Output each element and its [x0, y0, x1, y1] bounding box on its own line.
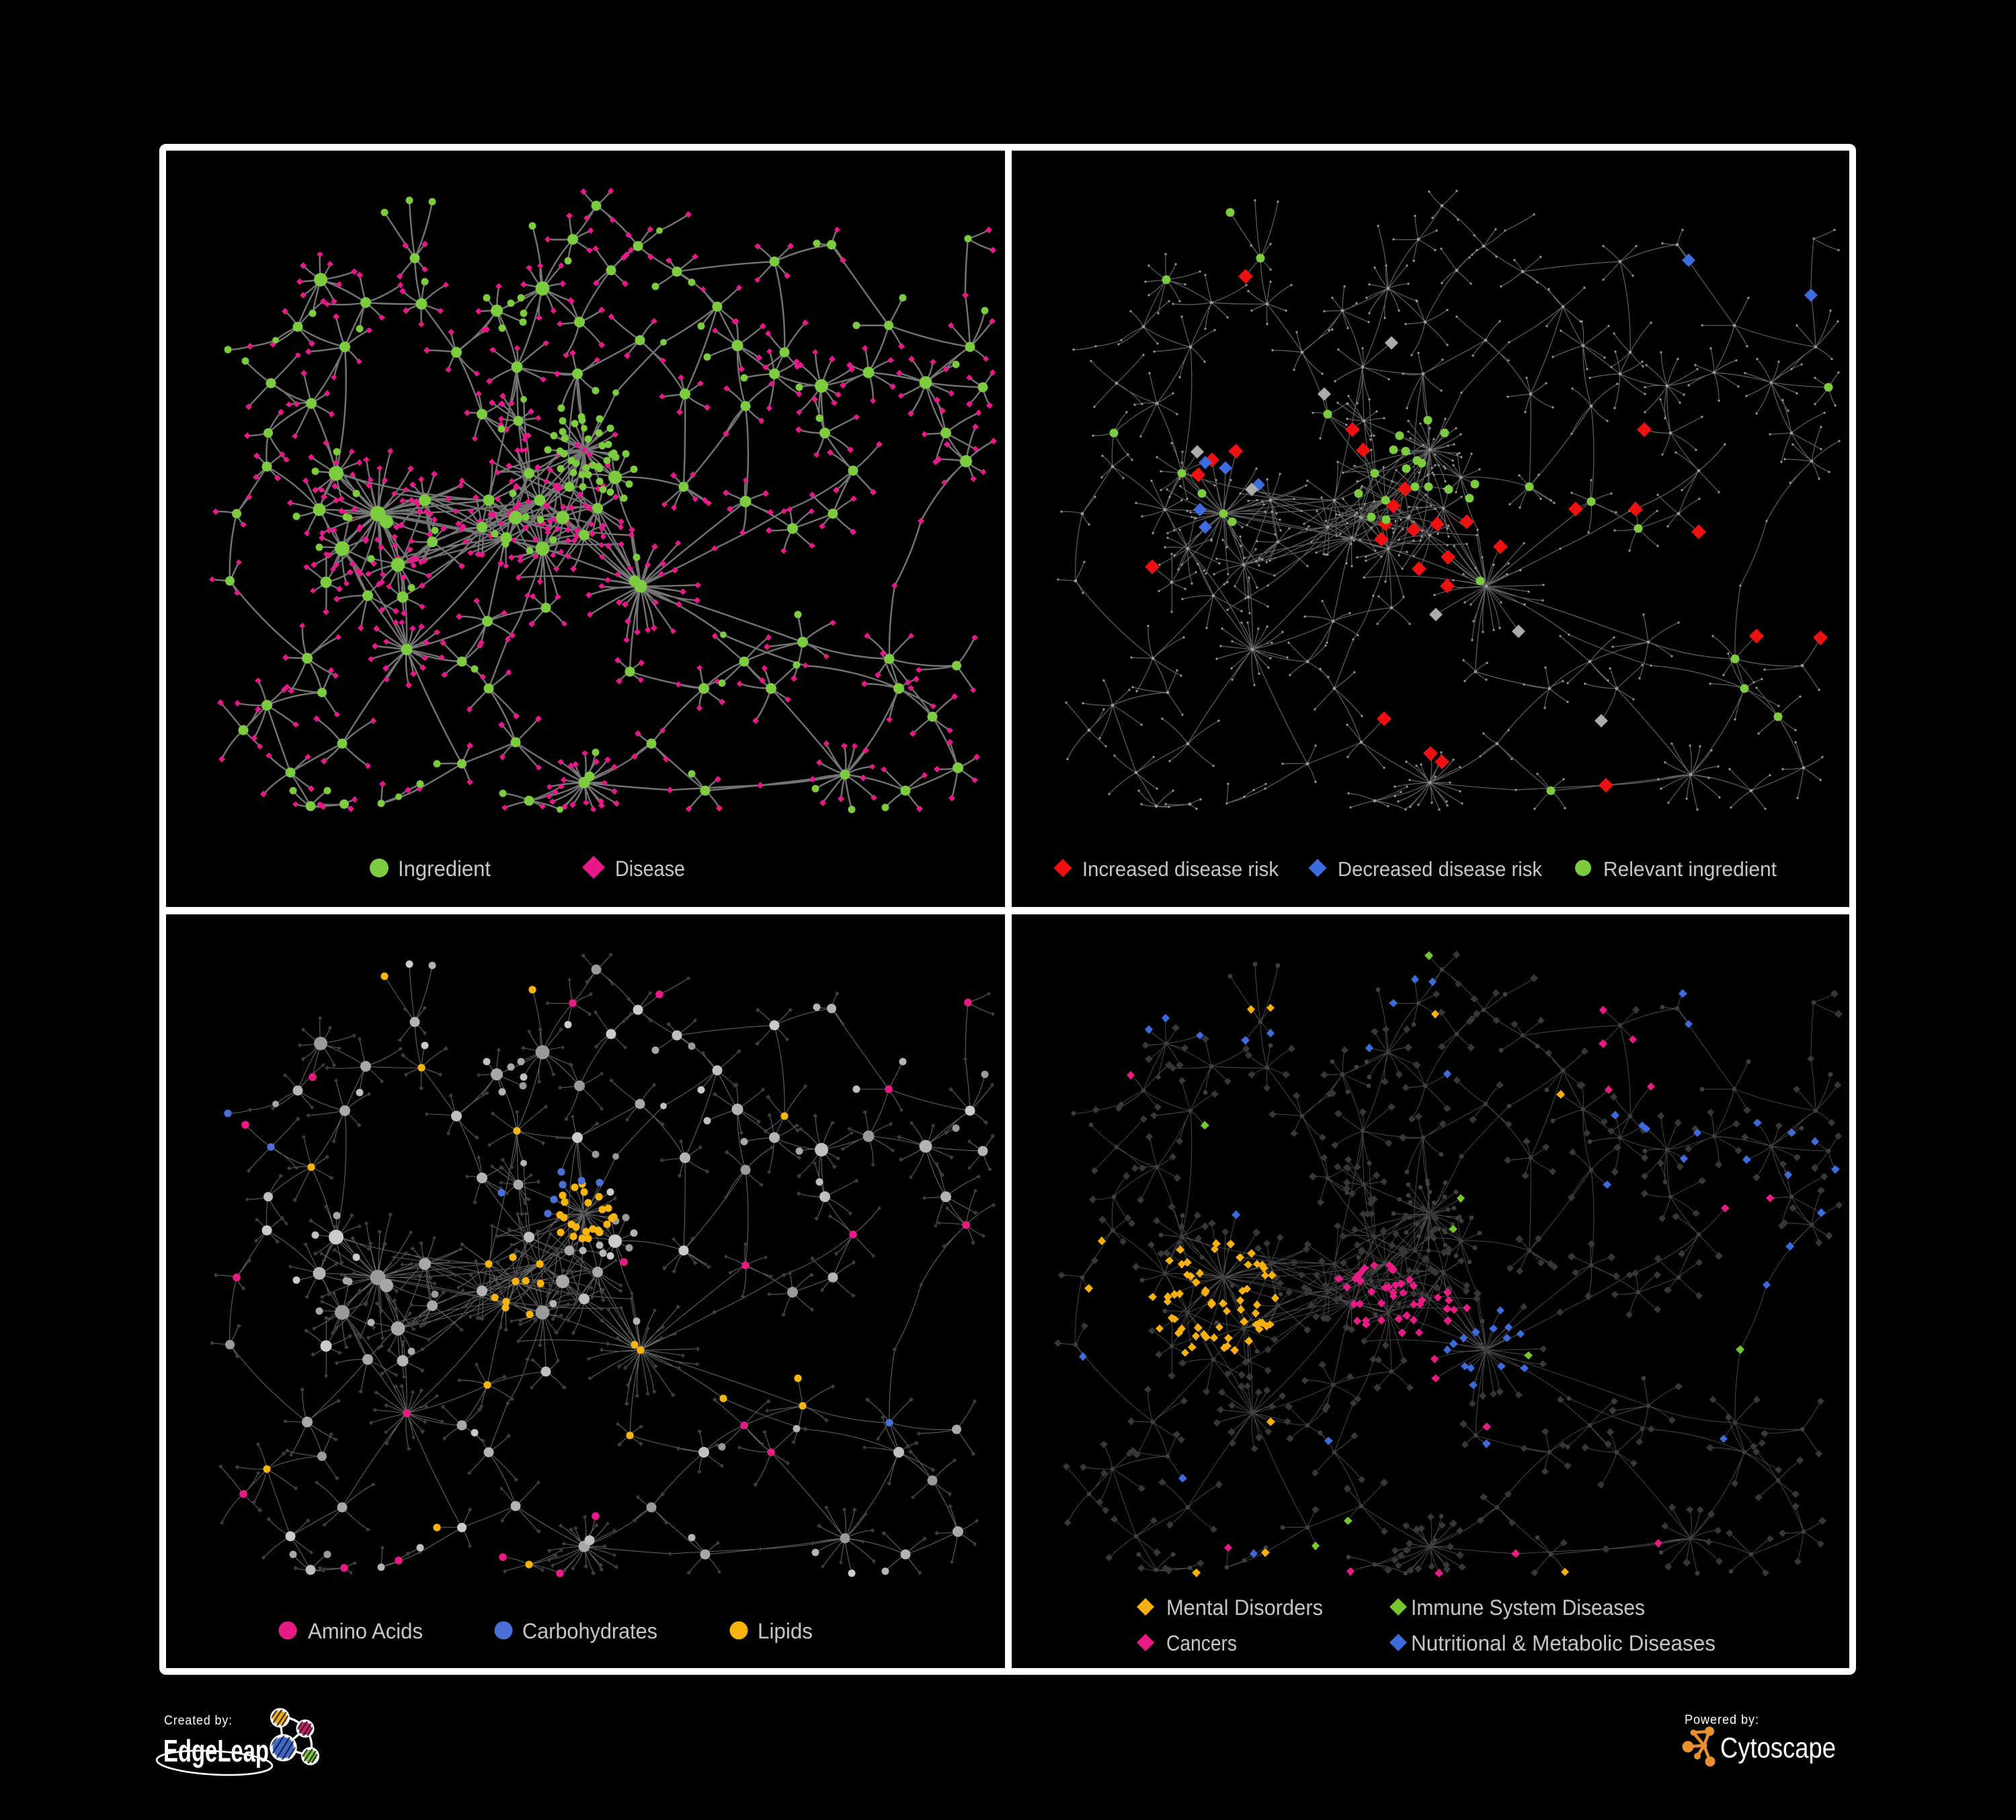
svg-text:Disease: Disease	[615, 857, 685, 881]
svg-text:EdgeLeap: EdgeLeap	[163, 1733, 269, 1768]
svg-text:Decreased disease risk: Decreased disease risk	[1338, 857, 1542, 881]
svg-text:Increased disease risk: Increased disease risk	[1082, 857, 1279, 881]
svg-text:Amino Acids: Amino Acids	[308, 1619, 423, 1643]
svg-text:Immune System Diseases: Immune System Diseases	[1411, 1595, 1645, 1620]
svg-text:Ingredient: Ingredient	[398, 857, 491, 881]
svg-text:Mental Disorders: Mental Disorders	[1166, 1595, 1323, 1620]
svg-text:Nutritional & Metabolic Diseas: Nutritional & Metabolic Diseases	[1411, 1631, 1716, 1655]
svg-text:Cancers: Cancers	[1166, 1631, 1237, 1655]
svg-text:Relevant ingredient: Relevant ingredient	[1603, 857, 1777, 881]
svg-text:Lipids: Lipids	[758, 1619, 813, 1643]
svg-text:Carbohydrates: Carbohydrates	[522, 1619, 657, 1643]
svg-text:Cytoscape: Cytoscape	[1720, 1732, 1836, 1764]
svg-text:Created by:: Created by:	[164, 1714, 233, 1728]
svg-text:Powered by:: Powered by:	[1685, 1713, 1759, 1727]
